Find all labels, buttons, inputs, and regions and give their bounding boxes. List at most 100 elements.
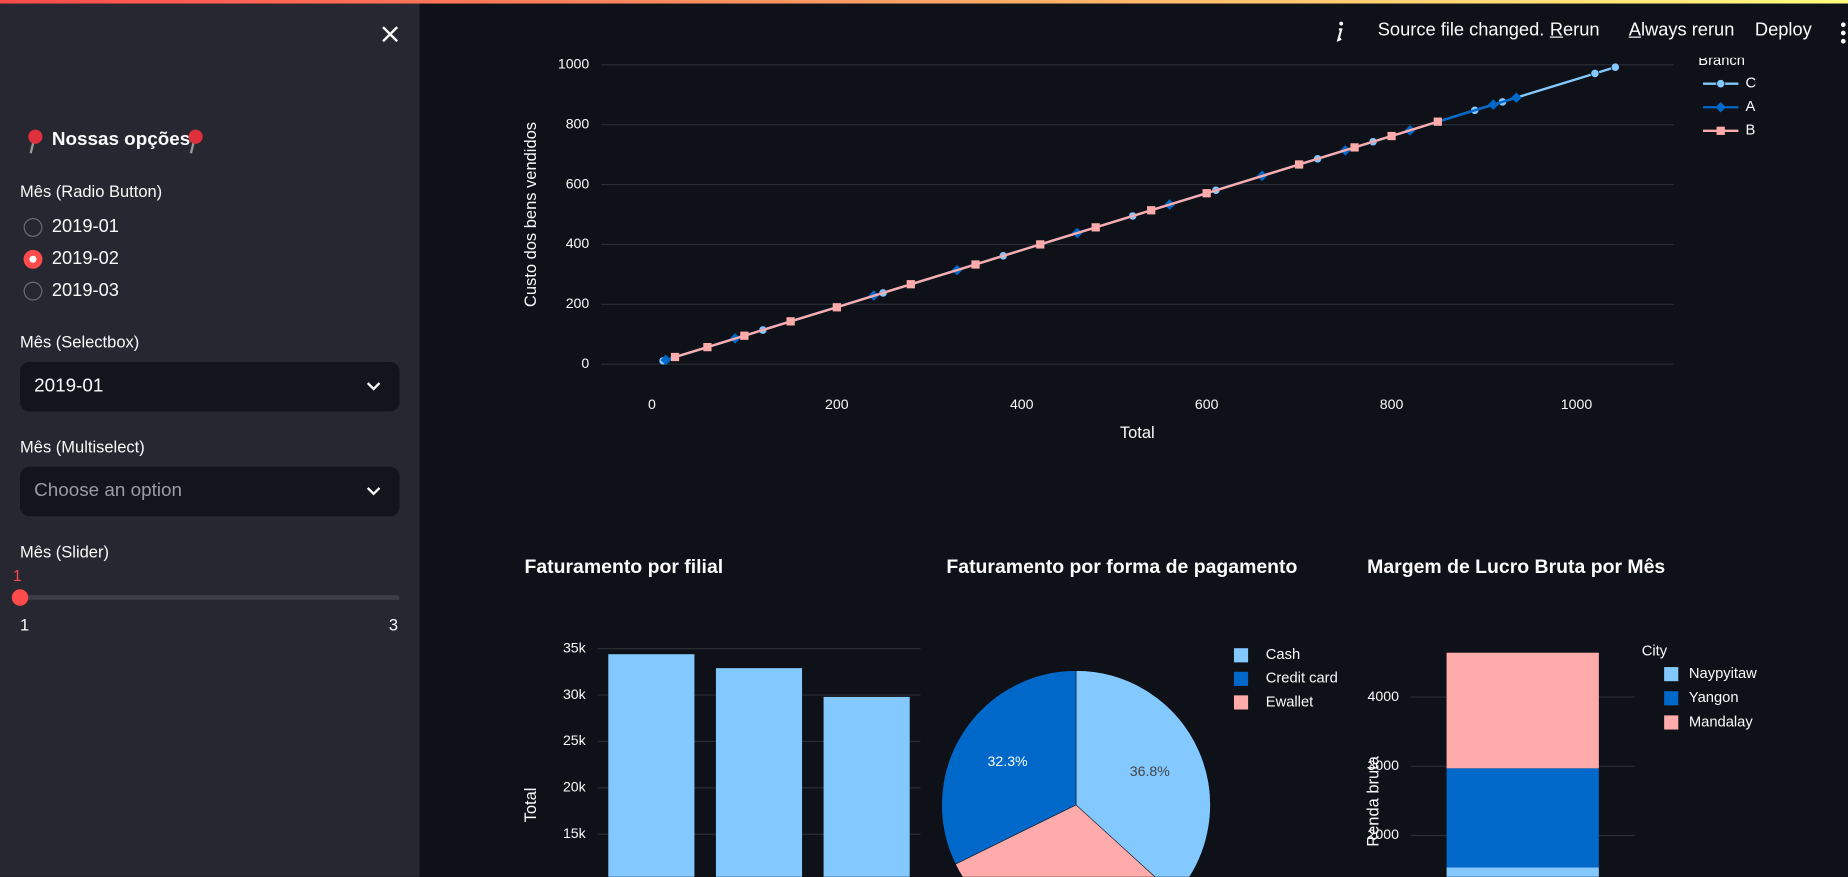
y-tick-label: 600 [566,175,590,191]
bar [715,668,803,877]
always-rerun-button[interactable]: Always rerun [1628,20,1735,41]
marker [906,280,915,289]
chart-title: Margem de Lucro Bruta por Mês [1367,556,1665,578]
chart-title: Faturamento por forma de pagamento [946,556,1297,578]
x-axis-title: Total [1120,424,1155,442]
slider-label: Mês (Slider) [20,542,109,561]
y-axis-title: Custo dos bens vendidos [522,122,540,307]
marker [971,260,980,269]
bar-segment [1446,652,1599,769]
x-tick-label: 200 [825,396,849,412]
status-text: Source file changed. [1377,20,1545,41]
rerun-button[interactable]: Rerun [1549,20,1600,41]
marker [1610,62,1620,72]
slice-label: 32.3% [988,753,1028,769]
legend-label: Cash [1266,647,1300,663]
legend-label: C [1745,76,1756,92]
bar [823,696,910,877]
marker [832,303,841,312]
multiselect-label: Mês (Multiselect) [20,437,145,457]
status-line [0,0,1848,4]
y-tick-label: 25k [563,732,587,748]
y-tick-label: 800 [566,115,590,131]
x-tick-label: 600 [1195,396,1219,412]
legend-label: B [1745,123,1755,139]
y-tick-label: 20k [563,779,587,795]
multiselect[interactable]: Choose an option [20,466,400,517]
radio-label: Mês (Radio Button) [20,181,163,201]
legend-title: City [1642,644,1668,660]
marker [1487,99,1499,110]
legend-label: Naypyitaw [1689,666,1757,682]
y-axis-title: Total [522,788,540,823]
y-tick-label: 400 [566,235,590,251]
marker [1387,131,1396,141]
y-tick-label: 35k [563,639,587,655]
slider-min: 1 [20,615,30,635]
radio-option[interactable]: 2019-01 [51,216,119,237]
x-tick-label: 1000 [1561,396,1593,412]
bar-segment [1446,768,1599,868]
chevron [366,487,381,496]
y-tick-label: 15k [563,825,587,841]
marker [1091,223,1100,232]
y-tick-label: 0 [581,355,589,371]
y-tick-label: 30k [563,686,587,702]
marker [1716,79,1726,89]
legend-swatch [1664,715,1679,730]
marker [703,342,712,352]
marker [786,317,795,326]
close-button[interactable] [375,19,406,50]
bar [608,654,695,877]
selectbox-value: 2019-01 [34,375,104,396]
marker [1202,189,1211,198]
slider-thumb[interactable] [11,589,29,606]
radio-option[interactable]: 2019-03 [51,280,119,301]
sidebar: Nossas opções Mês (Radio Button) 2019-01… [0,0,420,877]
pin-icon [28,129,43,154]
pin-icon [188,129,203,154]
marker [740,331,749,340]
legend-swatch [1233,648,1249,663]
info-icon [1336,21,1344,42]
marker [1590,68,1600,78]
slider-track[interactable] [20,595,400,600]
radio-circle[interactable] [23,281,43,301]
multiselect-placeholder: Choose an option [34,480,183,501]
toolbar: Source file changed. Rerun Always rerun … [419,3,1848,58]
x-tick-label: 400 [1010,396,1034,412]
x-tick-label: 800 [1380,396,1404,412]
legend-label: Ewallet [1266,694,1313,710]
charts: 0 200 400 600 800 1000 0 200 400 600 800 1000 Total C… [522,53,1757,877]
slice-label: 31% [1051,876,1080,877]
marker [1715,101,1727,113]
pie-slice [955,804,1156,877]
marker [1716,126,1725,135]
pie-slice [941,670,1077,865]
legend-swatch [1233,671,1249,686]
radio-dot [29,255,37,263]
marker [1433,117,1442,126]
radio-circle[interactable] [23,249,43,269]
slice-label: 36.8% [1130,763,1170,779]
marker [1147,206,1156,215]
slider-max: 3 [388,615,399,635]
deploy-button[interactable]: Deploy [1754,20,1812,41]
legend-label: Yangon [1689,690,1739,706]
menu-button[interactable] [1836,20,1848,46]
radio-circle[interactable] [23,218,43,237]
y-tick-label: 1000 [558,56,590,72]
x-tick-label: 0 [648,396,656,412]
selectbox-label: Mês (Selectbox) [20,332,140,352]
y-tick-label: 200 [566,295,590,311]
radio-option[interactable]: 2019-02 [51,248,119,269]
legend-swatch [1233,695,1249,710]
y-tick-label: 4000 [1368,688,1400,704]
legend-label: Mandalay [1689,714,1753,730]
legend-label: Credit card [1266,671,1338,687]
bar-segment [1446,867,1599,877]
sidebar-title: Nossas opções [51,129,191,150]
selectbox[interactable]: 2019-01 [20,361,400,412]
